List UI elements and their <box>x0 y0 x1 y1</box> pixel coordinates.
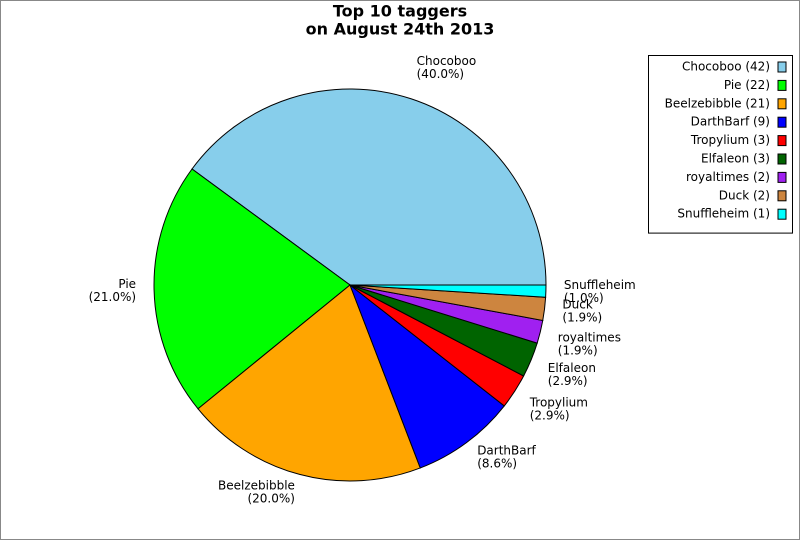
legend-label: Beelzebibble (21) <box>665 96 770 110</box>
legend-label: Tropylium (3) <box>690 133 770 147</box>
slice-label: DarthBarf <box>477 444 536 458</box>
slice-label: Beelzebibble <box>218 478 295 492</box>
slice-value-label: (21.0%) <box>89 290 136 304</box>
legend-swatch <box>777 190 787 202</box>
legend-swatch <box>777 208 787 220</box>
slice-value-label: (1.0%) <box>564 291 604 305</box>
chart-subtitle: on August 24th 2013 <box>306 20 495 39</box>
legend-swatch <box>777 61 787 73</box>
pie-slice <box>348 283 505 469</box>
legend-swatch <box>777 171 787 183</box>
legend: Chocoboo (42) Pie (22) Beelzebibble (21) Da… <box>648 55 793 234</box>
slice-label: Snuffleheim <box>564 278 636 292</box>
legend-box <box>648 55 793 234</box>
slice-value-label: (2.9%) <box>530 409 570 423</box>
legend-label: Duck (2) <box>719 188 770 202</box>
slice-label: Tropylium <box>529 396 588 410</box>
slice-label: Duck <box>562 298 592 312</box>
pie-slice <box>191 88 547 286</box>
legend-label: Elfaleon (3) <box>701 152 770 166</box>
slice-value-label: (40.0%) <box>417 67 464 81</box>
slice-label: Chocoboo <box>417 54 477 68</box>
legend-swatch <box>777 135 787 147</box>
chart-title: Top 10 taggers <box>333 2 467 21</box>
slice-value-label: (1.9%) <box>562 311 602 325</box>
legend-swatch <box>777 153 787 165</box>
legend-swatch <box>777 79 787 91</box>
pie-slice <box>153 168 351 410</box>
legend-swatch <box>777 116 787 128</box>
legend-label: Snuffleheim (1) <box>677 207 770 221</box>
legend-swatch <box>777 98 787 110</box>
legend-label: royaltimes (2) <box>686 170 770 184</box>
pie-slice <box>197 284 421 482</box>
legend-label: Chocoboo (42) <box>682 60 770 74</box>
slice-label: royaltimes <box>558 331 621 345</box>
slice-value-label: (20.0%) <box>247 491 294 505</box>
legend-label: Pie (22) <box>724 78 770 92</box>
slice-value-label: (8.6%) <box>477 457 517 471</box>
slice-value-label: (1.9%) <box>558 344 598 358</box>
legend-label: DarthBarf (9) <box>691 115 770 129</box>
slice-label: Pie <box>118 277 136 291</box>
slice-value-label: (2.9%) <box>548 374 588 388</box>
slice-label: Elfaleon <box>548 361 596 375</box>
pie-slice <box>349 284 547 298</box>
